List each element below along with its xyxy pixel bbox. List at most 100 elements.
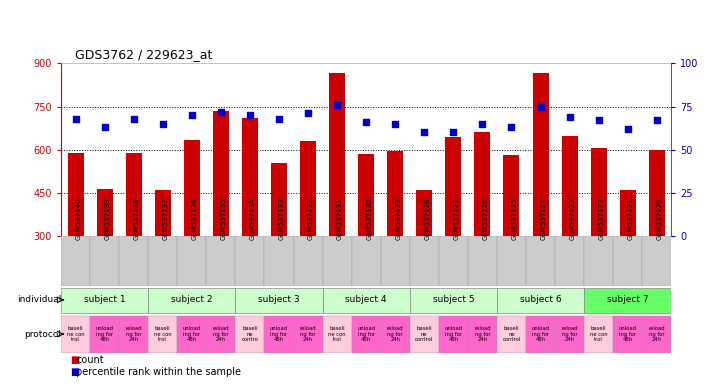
Text: baseli
ne con
trol: baseli ne con trol (67, 326, 85, 342)
Bar (67, 152, 83, 236)
Text: unload
ing for
48h: unload ing for 48h (95, 326, 113, 342)
Text: GSM537128: GSM537128 (424, 198, 430, 240)
Text: GSM537131: GSM537131 (337, 197, 343, 240)
Bar (119, 316, 148, 353)
Text: baseli
ne con
trol: baseli ne con trol (328, 326, 346, 342)
Bar (468, 316, 497, 353)
Bar (184, 140, 200, 236)
Text: unload
ing for
48h: unload ing for 48h (444, 326, 462, 342)
Text: GSM537125: GSM537125 (511, 198, 518, 240)
Point (593, 118, 605, 124)
Bar (584, 236, 613, 286)
Bar (358, 154, 374, 236)
Bar (410, 288, 497, 313)
Point (564, 114, 575, 120)
Bar (213, 111, 229, 236)
Point (505, 124, 517, 131)
Bar (561, 136, 577, 236)
Text: GSM537136: GSM537136 (192, 197, 197, 240)
Bar (300, 141, 316, 236)
Point (128, 116, 139, 122)
Text: subject 3: subject 3 (258, 295, 300, 305)
Bar (439, 236, 468, 286)
Text: individual: individual (17, 295, 61, 305)
Text: GSM537135: GSM537135 (221, 198, 227, 240)
Point (477, 121, 488, 127)
Bar (206, 236, 236, 286)
Text: subject 5: subject 5 (432, 295, 474, 305)
Bar (555, 316, 584, 353)
Bar (381, 316, 410, 353)
Bar (497, 288, 584, 313)
Bar (445, 137, 462, 236)
Bar (294, 316, 322, 353)
Bar (620, 190, 635, 236)
Bar (236, 236, 264, 286)
Point (186, 112, 197, 118)
Bar (591, 148, 607, 236)
Bar (271, 163, 287, 236)
Bar (555, 236, 584, 286)
Text: ■: ■ (70, 355, 80, 365)
Text: GSM537139: GSM537139 (105, 197, 111, 240)
Text: reload
ng for
24h: reload ng for 24h (474, 326, 490, 342)
Bar (410, 316, 439, 353)
Bar (533, 73, 549, 236)
Point (332, 102, 343, 108)
Point (274, 116, 285, 122)
Text: count: count (76, 355, 103, 365)
Bar (497, 316, 526, 353)
Text: GSM537134: GSM537134 (250, 198, 256, 240)
Point (389, 121, 401, 127)
Text: subject 2: subject 2 (171, 295, 213, 305)
Bar (503, 155, 520, 236)
Text: unload
ing for
48h: unload ing for 48h (531, 326, 549, 342)
Text: GSM537129: GSM537129 (395, 198, 401, 240)
Bar (526, 236, 555, 286)
Bar (643, 316, 671, 353)
Bar (155, 190, 171, 236)
Bar (294, 236, 322, 286)
Bar (264, 316, 294, 353)
Point (302, 111, 314, 117)
Text: GSM537124: GSM537124 (541, 198, 546, 240)
Bar (148, 236, 177, 286)
Bar (497, 236, 526, 286)
Text: baseli
ne
contro: baseli ne contro (241, 326, 258, 342)
Text: percentile rank within the sample: percentile rank within the sample (76, 367, 241, 377)
Text: GSM537137: GSM537137 (163, 197, 169, 240)
Bar (416, 190, 432, 236)
Text: protocol: protocol (24, 329, 61, 339)
Text: GSM537127: GSM537127 (453, 198, 460, 240)
Bar (242, 118, 258, 236)
Text: unload
ing for
48h: unload ing for 48h (619, 326, 637, 342)
Bar (148, 316, 177, 353)
Bar (90, 236, 119, 286)
Bar (177, 236, 206, 286)
Bar (322, 236, 352, 286)
Point (419, 129, 430, 136)
Text: subject 1: subject 1 (84, 295, 126, 305)
Bar (322, 288, 410, 313)
Text: reload
ng for
24h: reload ng for 24h (213, 326, 229, 342)
Text: GSM537130: GSM537130 (366, 197, 372, 240)
Bar (264, 236, 294, 286)
Text: baseli
ne
control: baseli ne control (415, 326, 434, 342)
Text: baseli
ne con
trol: baseli ne con trol (154, 326, 172, 342)
Bar (177, 316, 206, 353)
Text: unload
ing for
48h: unload ing for 48h (183, 326, 201, 342)
Bar (236, 316, 264, 353)
Text: GSM537133: GSM537133 (279, 197, 285, 240)
Text: ■: ■ (70, 367, 80, 377)
Bar (410, 236, 439, 286)
Text: baseli
ne
control: baseli ne control (503, 326, 521, 342)
Point (535, 104, 546, 110)
Text: GSM537140: GSM537140 (75, 198, 82, 240)
Bar (475, 132, 490, 236)
Bar (126, 152, 141, 236)
Point (70, 116, 81, 122)
Bar (584, 288, 671, 313)
Text: GSM537126: GSM537126 (482, 198, 488, 240)
Point (99, 124, 111, 131)
Text: GSM537132: GSM537132 (308, 198, 314, 240)
